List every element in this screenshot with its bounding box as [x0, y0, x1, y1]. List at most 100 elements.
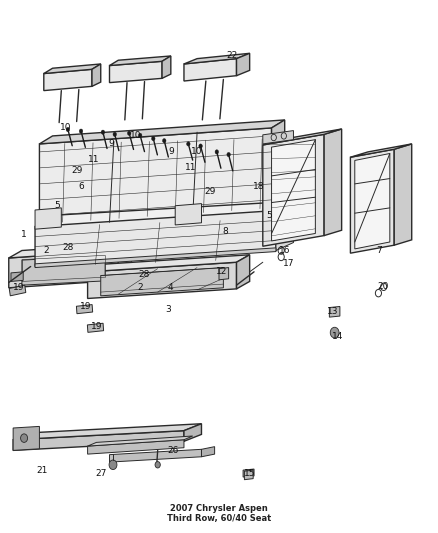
- Polygon shape: [237, 255, 250, 289]
- Text: 29: 29: [71, 166, 82, 175]
- Polygon shape: [355, 154, 390, 249]
- Polygon shape: [13, 424, 201, 440]
- Text: 10: 10: [60, 124, 71, 132]
- Circle shape: [79, 129, 83, 133]
- Text: 5: 5: [266, 212, 272, 220]
- Polygon shape: [13, 431, 184, 450]
- Polygon shape: [184, 59, 237, 81]
- Text: 2007 Chrysler Aspen
Third Row, 60/40 Seat: 2007 Chrysler Aspen Third Row, 60/40 Sea…: [167, 504, 271, 523]
- Circle shape: [66, 127, 70, 132]
- Text: 27: 27: [95, 469, 106, 478]
- Circle shape: [227, 152, 230, 157]
- Polygon shape: [184, 424, 201, 441]
- Polygon shape: [22, 256, 105, 285]
- Text: 10: 10: [191, 148, 203, 156]
- Text: 19: 19: [91, 322, 102, 330]
- Circle shape: [155, 462, 160, 468]
- Text: 10: 10: [130, 132, 141, 140]
- Circle shape: [101, 130, 105, 134]
- Polygon shape: [39, 128, 272, 224]
- Polygon shape: [44, 203, 272, 227]
- Text: 11: 11: [185, 164, 196, 172]
- Text: 2: 2: [138, 284, 143, 292]
- Polygon shape: [9, 251, 118, 288]
- Text: 11: 11: [88, 156, 100, 164]
- Circle shape: [109, 460, 117, 470]
- Polygon shape: [118, 243, 131, 280]
- Text: 8: 8: [223, 228, 229, 236]
- Text: 18: 18: [253, 182, 264, 191]
- Polygon shape: [219, 268, 229, 280]
- Polygon shape: [110, 449, 201, 462]
- Circle shape: [127, 131, 131, 135]
- Text: 9: 9: [168, 148, 174, 156]
- Text: 7: 7: [376, 246, 382, 255]
- Circle shape: [152, 136, 155, 141]
- Polygon shape: [350, 149, 394, 253]
- Text: 28: 28: [62, 244, 74, 252]
- Text: 1: 1: [21, 230, 27, 239]
- Polygon shape: [394, 144, 412, 245]
- Polygon shape: [350, 144, 412, 157]
- Text: 9: 9: [109, 140, 115, 148]
- Polygon shape: [11, 272, 23, 281]
- Text: 6: 6: [78, 182, 84, 191]
- Circle shape: [21, 434, 28, 442]
- Text: 28: 28: [139, 270, 150, 279]
- Polygon shape: [35, 208, 61, 229]
- Text: 17: 17: [283, 260, 295, 268]
- Text: 3: 3: [166, 305, 172, 313]
- Circle shape: [162, 139, 166, 143]
- Polygon shape: [88, 262, 237, 298]
- Circle shape: [113, 132, 117, 136]
- Text: 22: 22: [226, 52, 238, 60]
- Text: 29: 29: [205, 188, 216, 196]
- Polygon shape: [88, 440, 184, 454]
- Circle shape: [215, 150, 219, 154]
- Text: 19: 19: [13, 284, 24, 292]
- Polygon shape: [35, 211, 276, 266]
- Polygon shape: [44, 69, 92, 91]
- Polygon shape: [88, 255, 250, 272]
- Text: 21: 21: [36, 466, 47, 474]
- Polygon shape: [272, 140, 315, 241]
- Polygon shape: [237, 53, 250, 76]
- Polygon shape: [272, 120, 285, 208]
- Text: 14: 14: [332, 333, 343, 341]
- Text: 20: 20: [378, 282, 389, 291]
- Polygon shape: [263, 129, 342, 145]
- Circle shape: [187, 142, 190, 146]
- Circle shape: [138, 133, 142, 138]
- Text: 26: 26: [167, 446, 179, 455]
- Polygon shape: [35, 248, 276, 268]
- Circle shape: [199, 144, 202, 148]
- Polygon shape: [110, 56, 171, 66]
- Polygon shape: [201, 447, 215, 457]
- Text: 16: 16: [279, 246, 290, 255]
- Polygon shape: [184, 53, 250, 64]
- Circle shape: [330, 327, 339, 338]
- Polygon shape: [76, 304, 93, 314]
- Polygon shape: [101, 268, 223, 296]
- Polygon shape: [87, 323, 104, 333]
- Text: 15: 15: [244, 469, 255, 478]
- Text: 4: 4: [168, 284, 173, 292]
- Polygon shape: [324, 129, 342, 236]
- Polygon shape: [110, 61, 162, 83]
- Polygon shape: [263, 134, 324, 246]
- Polygon shape: [162, 56, 171, 78]
- Polygon shape: [175, 204, 201, 225]
- Text: 19: 19: [80, 302, 91, 311]
- Polygon shape: [9, 243, 131, 258]
- Polygon shape: [39, 120, 285, 144]
- Polygon shape: [92, 64, 101, 86]
- Text: 2: 2: [43, 246, 49, 255]
- Text: 13: 13: [327, 308, 339, 316]
- Polygon shape: [244, 470, 253, 480]
- Polygon shape: [88, 436, 193, 446]
- Polygon shape: [243, 469, 254, 477]
- Polygon shape: [329, 306, 340, 317]
- Text: 5: 5: [54, 201, 60, 209]
- Polygon shape: [44, 64, 101, 74]
- Polygon shape: [9, 285, 26, 296]
